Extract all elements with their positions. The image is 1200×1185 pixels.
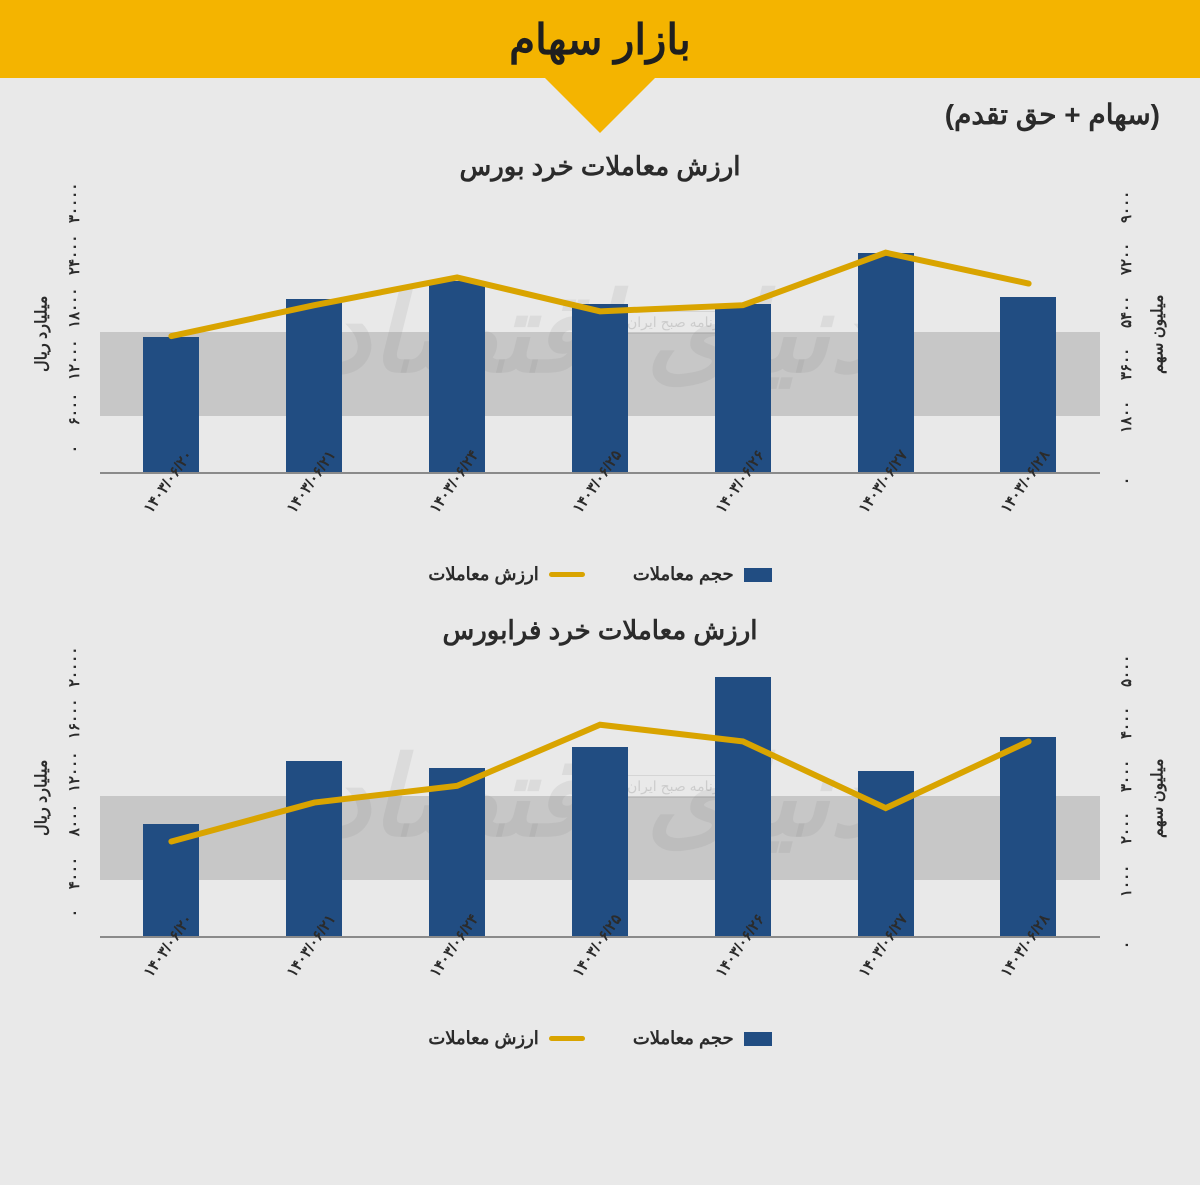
y-tick: ۰	[1117, 909, 1135, 949]
y-tick: ۰	[1117, 445, 1135, 485]
chart-title: ارزش معاملات خرد فرابورس	[30, 615, 1170, 646]
header-bar: بازار سهام	[0, 0, 1200, 78]
x-tick: ۱۴۰۳/۰۶/۲۸	[997, 460, 1103, 557]
x-axis-ticks: ۱۴۰۳/۰۶/۲۰۱۴۰۳/۰۶/۲۱۱۴۰۳/۰۶/۲۴۱۴۰۳/۰۶/۲۵…	[100, 948, 1100, 1038]
y-axis-right-ticks: ۵۰۰۰۴۰۰۰۳۰۰۰۲۰۰۰۱۰۰۰۰	[1100, 658, 1146, 938]
y-tick: ۴۰۰۰	[65, 857, 83, 897]
x-tick: ۱۴۰۳/۰۶/۲۰	[140, 460, 246, 557]
y-axis-left-ticks: ۲۰۰۰۰۱۶۰۰۰۱۲۰۰۰۸۰۰۰۴۰۰۰۰	[54, 658, 100, 938]
y-tick: ۱۸۰۰	[1117, 393, 1135, 433]
x-tick: ۱۴۰۳/۰۶/۲۱	[283, 460, 389, 557]
y-axis-right-label: میلیون سهم	[1146, 194, 1170, 474]
line-overlay	[100, 194, 1100, 472]
y-tick: ۲۰۰۰	[1117, 804, 1135, 844]
y-axis-left-label: میلیارد ریال	[30, 658, 54, 938]
y-tick: ۲۴۰۰۰	[65, 235, 83, 275]
x-axis-ticks: ۱۴۰۳/۰۶/۲۰۱۴۰۳/۰۶/۲۱۱۴۰۳/۰۶/۲۴۱۴۰۳/۰۶/۲۵…	[100, 484, 1100, 574]
swatch-line-icon	[549, 1036, 585, 1041]
legend-label: ارزش معاملات	[428, 564, 539, 585]
x-tick: ۱۴۰۳/۰۶/۲۴	[426, 924, 532, 1021]
header-pointer-icon	[545, 78, 655, 133]
y-axis-left-label: میلیارد ریال	[30, 194, 54, 474]
legend-label: ارزش معاملات	[428, 1028, 539, 1049]
subtitle: (سهام + حق تقدم)	[945, 98, 1160, 131]
plot-area: دنیای اقتصادروزنامه صبح ایران	[100, 194, 1100, 474]
y-tick: ۱۲۰۰۰	[65, 752, 83, 792]
y-tick: ۱۶۰۰۰	[65, 699, 83, 739]
page-title: بازار سهام	[509, 15, 691, 64]
legend-item-line: ارزش معاملات	[428, 1028, 585, 1049]
line-series	[171, 725, 1028, 842]
y-tick: ۱۸۰۰۰	[65, 288, 83, 328]
x-tick: ۱۴۰۳/۰۶/۲۸	[997, 924, 1103, 1021]
y-tick: ۷۲۰۰	[1117, 235, 1135, 275]
x-tick: ۱۴۰۳/۰۶/۲۵	[569, 460, 675, 557]
y-tick: ۱۲۰۰۰	[65, 340, 83, 380]
y-axis-right-ticks: ۹۰۰۰۷۲۰۰۵۴۰۰۳۶۰۰۱۸۰۰۰	[1100, 194, 1146, 474]
y-tick: ۴۰۰۰	[1117, 699, 1135, 739]
plot-area: دنیای اقتصادروزنامه صبح ایران	[100, 658, 1100, 938]
y-axis-left-ticks: ۳۰۰۰۰۲۴۰۰۰۱۸۰۰۰۱۲۰۰۰۶۰۰۰۰	[54, 194, 100, 474]
x-tick: ۱۴۰۳/۰۶/۲۷	[854, 460, 960, 557]
y-tick: ۵۴۰۰	[1117, 288, 1135, 328]
x-tick: ۱۴۰۳/۰۶/۲۷	[854, 924, 960, 1021]
x-tick: ۱۴۰۳/۰۶/۲۵	[569, 924, 675, 1021]
y-tick: ۱۰۰۰	[1117, 857, 1135, 897]
chart-0: ارزش معاملات خرد بورس میلیارد ریال ۳۰۰۰۰ ۲۴…	[0, 131, 1200, 595]
y-tick: ۳۶۰۰	[1117, 340, 1135, 380]
legend-label: حجم معاملات	[633, 564, 734, 585]
y-tick: ۲۰۰۰۰	[65, 647, 83, 687]
y-tick: ۳۰۰۰	[1117, 752, 1135, 792]
swatch-line-icon	[549, 572, 585, 577]
x-tick: ۱۴۰۳/۰۶/۲۶	[712, 460, 818, 557]
y-tick: ۵۰۰۰	[1117, 647, 1135, 687]
swatch-bar-icon	[744, 1032, 772, 1046]
chart-1: ارزش معاملات خرد فرابورس میلیارد ریال ۲۰۰۰…	[0, 595, 1200, 1059]
legend-item-bars: حجم معاملات	[633, 1028, 772, 1049]
legend-label: حجم معاملات	[633, 1028, 734, 1049]
y-tick: ۹۰۰۰	[1117, 183, 1135, 223]
legend-item-bars: حجم معاملات	[633, 564, 772, 585]
x-tick: ۱۴۰۳/۰۶/۲۰	[140, 924, 246, 1021]
y-axis-right-label: میلیون سهم	[1146, 658, 1170, 938]
x-tick: ۱۴۰۳/۰۶/۲۶	[712, 924, 818, 1021]
legend-item-line: ارزش معاملات	[428, 564, 585, 585]
chart-title: ارزش معاملات خرد بورس	[30, 151, 1170, 182]
line-overlay	[100, 658, 1100, 936]
y-tick: ۰	[65, 909, 83, 949]
y-tick: ۸۰۰۰	[65, 804, 83, 844]
y-tick: ۶۰۰۰	[65, 393, 83, 433]
x-tick: ۱۴۰۳/۰۶/۲۱	[283, 924, 389, 1021]
y-tick: ۰	[65, 445, 83, 485]
line-series	[171, 253, 1028, 336]
swatch-bar-icon	[744, 568, 772, 582]
y-tick: ۳۰۰۰۰	[65, 183, 83, 223]
x-tick: ۱۴۰۳/۰۶/۲۴	[426, 460, 532, 557]
